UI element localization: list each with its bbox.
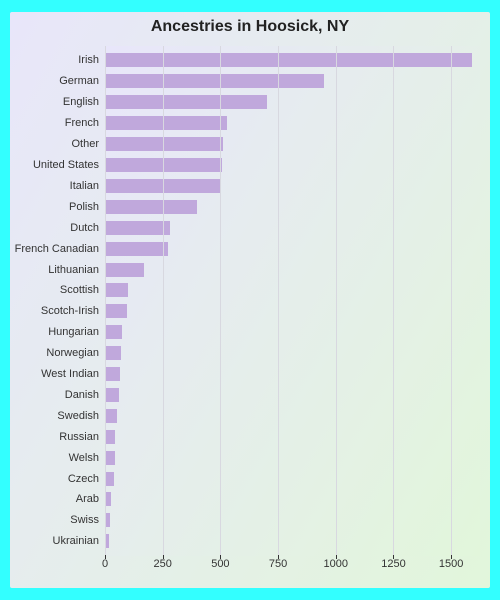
bar-row: West Indian xyxy=(105,365,480,383)
grid-line xyxy=(278,46,279,556)
bar xyxy=(105,137,223,151)
grid-line xyxy=(105,46,106,556)
bar xyxy=(105,451,115,465)
bars-wrap: Irish German English French Other United Stat… xyxy=(105,46,480,556)
bar xyxy=(105,263,144,277)
y-category-label: Scotch-Irish xyxy=(41,305,99,317)
bar-row: Norwegian xyxy=(105,344,480,362)
bar-row: French Canadian xyxy=(105,240,480,258)
bar-row: Czech xyxy=(105,470,480,488)
grid-line xyxy=(220,46,221,556)
bar-row: Ukrainian xyxy=(105,532,480,550)
bar-row: Swiss xyxy=(105,511,480,529)
bar xyxy=(105,304,127,318)
bar-row: Polish xyxy=(105,198,480,216)
bar-row: Dutch xyxy=(105,219,480,237)
bar-row: Hungarian xyxy=(105,323,480,341)
y-category-label: Ukrainian xyxy=(53,535,99,547)
x-tick-label: 250 xyxy=(154,558,172,570)
grid-line xyxy=(393,46,394,556)
y-category-label: French Canadian xyxy=(15,243,99,255)
chart-title: Ancestries in Hoosick, NY xyxy=(10,12,490,38)
plot-area: Irish German English French Other United Stat… xyxy=(105,46,480,556)
y-category-label: Irish xyxy=(78,54,99,66)
bar xyxy=(105,53,472,67)
bar-row: Welsh xyxy=(105,449,480,467)
x-tick-label: 1250 xyxy=(381,558,405,570)
y-category-label: Other xyxy=(71,138,99,150)
y-category-label: Italian xyxy=(70,180,99,192)
bar-row: Danish xyxy=(105,386,480,404)
bar-row: German xyxy=(105,72,480,90)
bar xyxy=(105,283,128,297)
grid-line xyxy=(451,46,452,556)
bar xyxy=(105,430,115,444)
bar xyxy=(105,409,117,423)
y-category-label: Swiss xyxy=(70,514,99,526)
y-category-label: Hungarian xyxy=(48,326,99,338)
x-axis: 0 250 500 750 1000 1250 1500 xyxy=(105,558,480,578)
y-category-label: Russian xyxy=(59,431,99,443)
x-tick-label: 500 xyxy=(211,558,229,570)
y-category-label: United States xyxy=(33,159,99,171)
bar-row: Other xyxy=(105,135,480,153)
y-category-label: Arab xyxy=(76,493,99,505)
y-category-label: Lithuanian xyxy=(48,264,99,276)
bar-row: Lithuanian xyxy=(105,261,480,279)
bar-row: Arab xyxy=(105,490,480,508)
bar-row: Italian xyxy=(105,177,480,195)
x-tick-label: 0 xyxy=(102,558,108,570)
grid-line xyxy=(336,46,337,556)
y-category-label: West Indian xyxy=(41,368,99,380)
grid-line xyxy=(163,46,164,556)
y-category-label: Dutch xyxy=(70,222,99,234)
y-category-label: French xyxy=(65,117,99,129)
y-category-label: Welsh xyxy=(69,452,99,464)
bar xyxy=(105,325,122,339)
bar xyxy=(105,472,114,486)
y-category-label: English xyxy=(63,96,99,108)
bar-row: Irish xyxy=(105,51,480,69)
bar-row: English xyxy=(105,93,480,111)
bar xyxy=(105,95,267,109)
y-category-label: Swedish xyxy=(57,410,99,422)
x-tick-label: 1500 xyxy=(439,558,463,570)
bar xyxy=(105,74,324,88)
bar xyxy=(105,242,168,256)
chart-container: Ancestries in Hoosick, NY City-Data.com … xyxy=(10,12,490,588)
bar-row: Russian xyxy=(105,428,480,446)
bar xyxy=(105,388,119,402)
bar-row: Scotch-Irish xyxy=(105,302,480,320)
bar-row: United States xyxy=(105,156,480,174)
bar xyxy=(105,346,121,360)
bar xyxy=(105,221,170,235)
y-category-label: Danish xyxy=(65,389,99,401)
y-category-label: Polish xyxy=(69,201,99,213)
bar xyxy=(105,116,227,130)
bar-row: Swedish xyxy=(105,407,480,425)
y-category-label: Czech xyxy=(68,473,99,485)
y-category-label: Norwegian xyxy=(46,347,99,359)
x-tick-label: 1000 xyxy=(324,558,348,570)
y-category-label: German xyxy=(59,75,99,87)
bar xyxy=(105,367,120,381)
bar-row: Scottish xyxy=(105,281,480,299)
y-category-label: Scottish xyxy=(60,284,99,296)
bar xyxy=(105,200,197,214)
x-tick-label: 750 xyxy=(269,558,287,570)
bar-row: French xyxy=(105,114,480,132)
page-background: Ancestries in Hoosick, NY City-Data.com … xyxy=(0,0,500,600)
